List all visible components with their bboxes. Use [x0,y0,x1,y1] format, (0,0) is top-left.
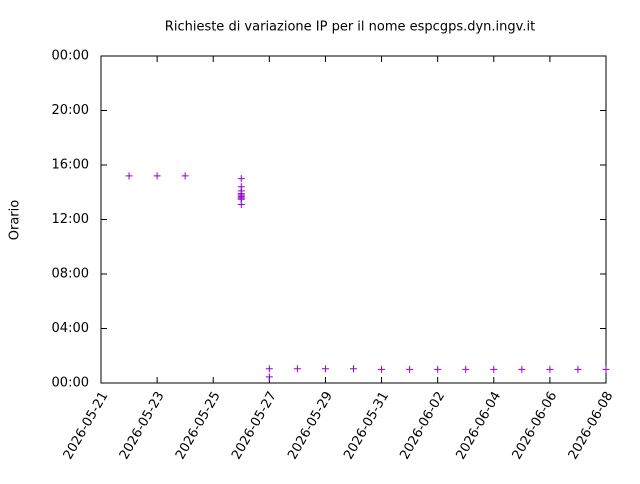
x-tick-label: 2026-05-21 [61,389,112,462]
y-tick-label: 20:00 [52,103,89,118]
x-tick-label: 2026-06-02 [397,389,448,462]
point [321,365,329,373]
point [462,365,470,373]
point [518,365,526,373]
point [546,365,554,373]
y-tick-label: 12:00 [52,212,89,227]
x-tick-label: 2026-06-08 [566,389,617,462]
point [350,365,357,373]
point [490,365,498,373]
point [125,172,133,180]
y-tick-label: 08:00 [52,267,89,282]
x-tick-label: 2026-06-04 [454,389,505,462]
point [574,365,582,373]
x-tick-label: 2026-06-06 [510,389,561,462]
x-tick-label: 2026-05-27 [229,389,280,462]
point [434,365,442,373]
point [265,373,273,381]
point [406,365,414,373]
y-axis-label: Orario [8,200,23,241]
y-tick-label: 00:00 [52,49,89,64]
x-tick-label: 2026-05-29 [285,389,336,462]
x-tick-label: 2026-05-25 [173,389,224,462]
y-tick-label: 04:00 [52,321,89,336]
chart-title: Richieste di variazione IP per il nome e… [165,20,535,35]
point [237,175,245,183]
point [153,172,161,180]
y-tick-label: 00:00 [52,376,89,391]
point [265,365,273,373]
x-tick-label: 2026-05-23 [117,389,168,462]
x-tick-label: 2026-05-31 [341,389,392,462]
point [237,201,245,209]
point [602,365,610,373]
point [378,365,386,373]
y-tick-label: 16:00 [52,158,89,173]
plot-border [100,55,607,384]
point [181,172,189,180]
point [293,365,301,373]
